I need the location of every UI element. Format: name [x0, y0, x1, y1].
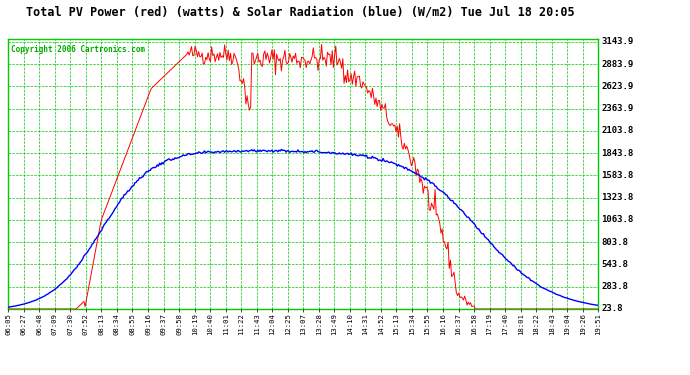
Text: 803.8: 803.8 — [601, 238, 628, 247]
Text: 283.8: 283.8 — [601, 282, 628, 291]
Text: 543.8: 543.8 — [601, 260, 628, 269]
Text: 1583.8: 1583.8 — [601, 171, 633, 180]
Text: 3143.9: 3143.9 — [601, 38, 633, 46]
Text: 1063.8: 1063.8 — [601, 216, 633, 225]
Text: 1843.8: 1843.8 — [601, 149, 633, 158]
Text: Total PV Power (red) (watts) & Solar Radiation (blue) (W/m2) Tue Jul 18 20:05: Total PV Power (red) (watts) & Solar Rad… — [26, 6, 575, 19]
Text: 2883.9: 2883.9 — [601, 60, 633, 69]
Text: 23.8: 23.8 — [601, 304, 622, 313]
Text: 2623.9: 2623.9 — [601, 82, 633, 91]
Text: 2103.8: 2103.8 — [601, 126, 633, 135]
Text: Copyright 2006 Cartronics.com: Copyright 2006 Cartronics.com — [11, 45, 146, 54]
Text: 1323.8: 1323.8 — [601, 193, 633, 202]
Text: 2363.9: 2363.9 — [601, 104, 633, 113]
